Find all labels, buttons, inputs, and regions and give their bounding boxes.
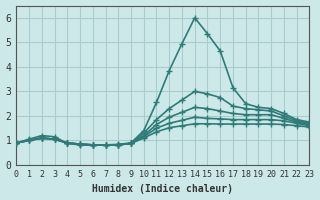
X-axis label: Humidex (Indice chaleur): Humidex (Indice chaleur) bbox=[92, 184, 233, 194]
